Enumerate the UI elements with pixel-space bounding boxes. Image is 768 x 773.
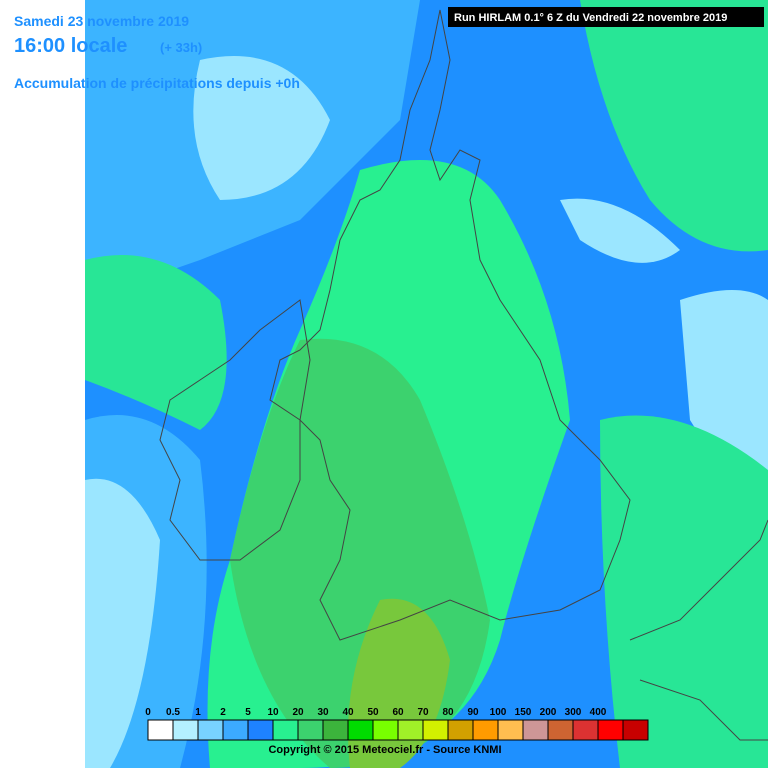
legend: 0 0.5 1 2 5 10 20 30 40 50 60 70 80 90 100 150 200 300 400 xyxy=(145,707,649,741)
date: Samedi 23 novembre 2019 xyxy=(14,13,189,29)
coastlines xyxy=(159,9,768,741)
subtitle: Accumulation de précipitations depuis +0… xyxy=(14,75,300,91)
legend-swatch xyxy=(197,719,224,741)
legend-label: 2 xyxy=(220,707,226,718)
legend-label: 80 xyxy=(442,707,454,718)
copyright: Copyright © 2015 Meteociel.fr - Source K… xyxy=(268,744,501,756)
legend-label: 10 xyxy=(267,707,279,718)
legend-swatch xyxy=(447,719,474,741)
map-field xyxy=(85,0,768,768)
run-box xyxy=(448,7,764,27)
legend-swatch xyxy=(372,719,399,741)
legend-label: 200 xyxy=(540,707,557,718)
legend-swatch xyxy=(547,719,574,741)
legend-label: 300 xyxy=(565,707,582,718)
legend-swatch xyxy=(322,719,349,741)
legend-label: 30 xyxy=(317,707,329,718)
legend-label: 400 xyxy=(590,707,607,718)
legend-swatch xyxy=(347,719,374,741)
legend-swatch xyxy=(472,719,499,741)
legend-swatch xyxy=(397,719,424,741)
legend-swatch xyxy=(147,719,174,741)
legend-swatch xyxy=(572,719,599,741)
legend-swatch xyxy=(297,719,324,741)
offset: (+ 33h) xyxy=(160,40,202,55)
legend-label: 0 xyxy=(145,707,151,718)
legend-label: 5 xyxy=(245,707,251,718)
legend-label: 70 xyxy=(417,707,429,718)
legend-swatch xyxy=(247,719,274,741)
legend-label: 0.5 xyxy=(166,707,180,718)
legend-label: 20 xyxy=(292,707,304,718)
legend-swatch xyxy=(172,719,199,741)
legend-label: 90 xyxy=(467,707,479,718)
run-info: Run HIRLAM 0.1° 6 Z du Vendredi 22 novem… xyxy=(454,12,727,24)
legend-swatch xyxy=(497,719,524,741)
legend-swatch xyxy=(622,719,649,741)
legend-label: 40 xyxy=(342,707,354,718)
legend-label: 50 xyxy=(367,707,379,718)
legend-swatch xyxy=(222,719,249,741)
legend-swatch xyxy=(422,719,449,741)
legend-label: 60 xyxy=(392,707,404,718)
legend-swatch xyxy=(597,719,624,741)
legend-swatch xyxy=(272,719,299,741)
legend-label: 1 xyxy=(195,707,201,718)
legend-label: 100 xyxy=(490,707,507,718)
legend-label: 150 xyxy=(515,707,532,718)
legend-swatch xyxy=(522,719,549,741)
time: 16:00 locale xyxy=(14,35,127,57)
